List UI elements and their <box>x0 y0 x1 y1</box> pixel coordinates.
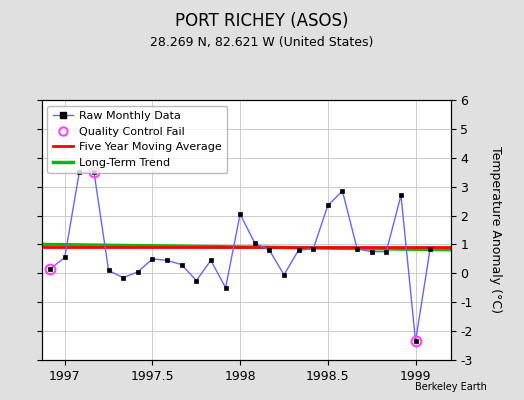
Text: Berkeley Earth: Berkeley Earth <box>416 382 487 392</box>
Legend: Raw Monthly Data, Quality Control Fail, Five Year Moving Average, Long-Term Tren: Raw Monthly Data, Quality Control Fail, … <box>48 106 227 173</box>
Text: 28.269 N, 82.621 W (United States): 28.269 N, 82.621 W (United States) <box>150 36 374 49</box>
Text: PORT RICHEY (ASOS): PORT RICHEY (ASOS) <box>175 12 349 30</box>
Y-axis label: Temperature Anomaly (°C): Temperature Anomaly (°C) <box>489 146 503 314</box>
